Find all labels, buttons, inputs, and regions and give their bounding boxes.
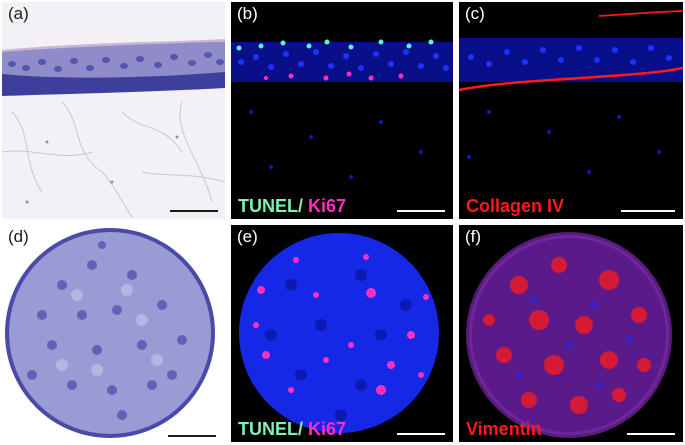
stain-tunel: TUNEL/ (238, 419, 303, 439)
scale-bar (627, 433, 675, 435)
stain-ki67: Ki67 (308, 196, 347, 216)
scale-bar (397, 433, 445, 435)
stain-label: TUNEL/ Ki67 (238, 420, 346, 438)
skin-he-micrograph (2, 2, 225, 219)
stain-vimentin: Vimentin (466, 419, 542, 439)
panel-b-skin-tunel-ki67-image: (b) TUNEL/ Ki67 (231, 2, 453, 219)
skin-collagen-micrograph (459, 2, 683, 219)
stain-collagen-iv: Collagen IV (466, 196, 565, 216)
spheroid-vimentin-micrograph (459, 225, 683, 442)
spheroid-fluorescence-micrograph (231, 225, 453, 442)
panel-a-skin-he-image: (a) (2, 2, 225, 219)
stain-tunel: TUNEL/ (238, 196, 303, 216)
panel-f-spheroid-vimentin-image: (f) Vimentin (459, 225, 683, 442)
stain-label: TUNEL/ Ki67 (238, 197, 346, 215)
stain-ki67: Ki67 (308, 419, 347, 439)
panel-label-f: (f) (465, 227, 482, 246)
panel-e-spheroid-tunel-ki67-image: (e) TUNEL/ Ki67 (231, 225, 453, 442)
panel-label-e: (e) (237, 227, 258, 246)
panel-label-d: (d) (8, 227, 29, 246)
panel-d-spheroid-he-image: (d) (2, 225, 225, 442)
panel-label-c: (c) (465, 4, 485, 23)
panel-label-b: (b) (237, 4, 258, 23)
panel-label-a: (a) (8, 4, 29, 23)
scale-bar (170, 210, 218, 212)
scale-bar (168, 435, 216, 437)
scale-bar (397, 210, 445, 212)
spheroid-he-micrograph (2, 225, 225, 442)
skin-fluorescence-micrograph (231, 2, 453, 219)
scale-bar (621, 210, 675, 212)
panel-c-skin-collagen-iv-image: (c) Collagen IV (459, 2, 683, 219)
